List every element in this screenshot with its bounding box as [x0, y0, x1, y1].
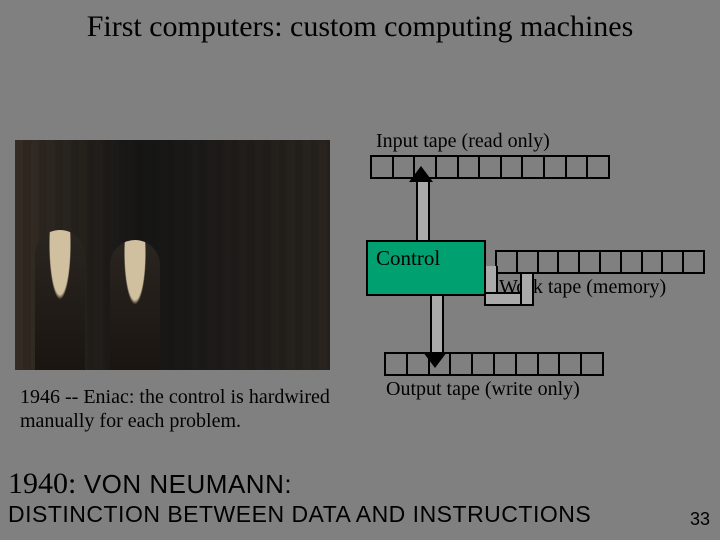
control-box: Control	[366, 240, 486, 296]
input-tape	[370, 155, 610, 179]
arrow-head-icon	[409, 166, 433, 182]
connector	[416, 180, 430, 242]
turing-diagram: Input tape (read only) Control Work tape…	[360, 130, 710, 420]
bottom-text: 1940: VON NEUMANN: DISTINCTION BETWEEN D…	[8, 467, 712, 528]
output-tape-label: Output tape (write only)	[386, 378, 604, 401]
output-tape	[384, 352, 604, 376]
distinction-label: DISTINCTION BETWEEN DATA AND INSTRUCTION…	[8, 501, 712, 528]
connector	[484, 292, 524, 306]
page-number: 33	[690, 509, 710, 530]
input-tape-label: Input tape (read only)	[376, 130, 610, 153]
year-label: 1940:	[8, 467, 76, 500]
photo-figure	[35, 230, 85, 370]
photo-figure	[110, 240, 160, 370]
connector	[520, 274, 534, 306]
photo-caption: 1946 -- Eniac: the control is hardwired …	[20, 385, 330, 433]
eniac-photo	[15, 140, 330, 370]
slide-title: First computers: custom computing machin…	[0, 0, 720, 45]
von-neumann-label: VON NEUMANN:	[84, 469, 292, 499]
output-tape-block: Output tape (write only)	[384, 352, 604, 401]
work-tape	[495, 250, 705, 274]
input-tape-block: Input tape (read only)	[370, 130, 610, 179]
connector	[430, 294, 444, 354]
arrow-head-icon	[423, 352, 447, 368]
